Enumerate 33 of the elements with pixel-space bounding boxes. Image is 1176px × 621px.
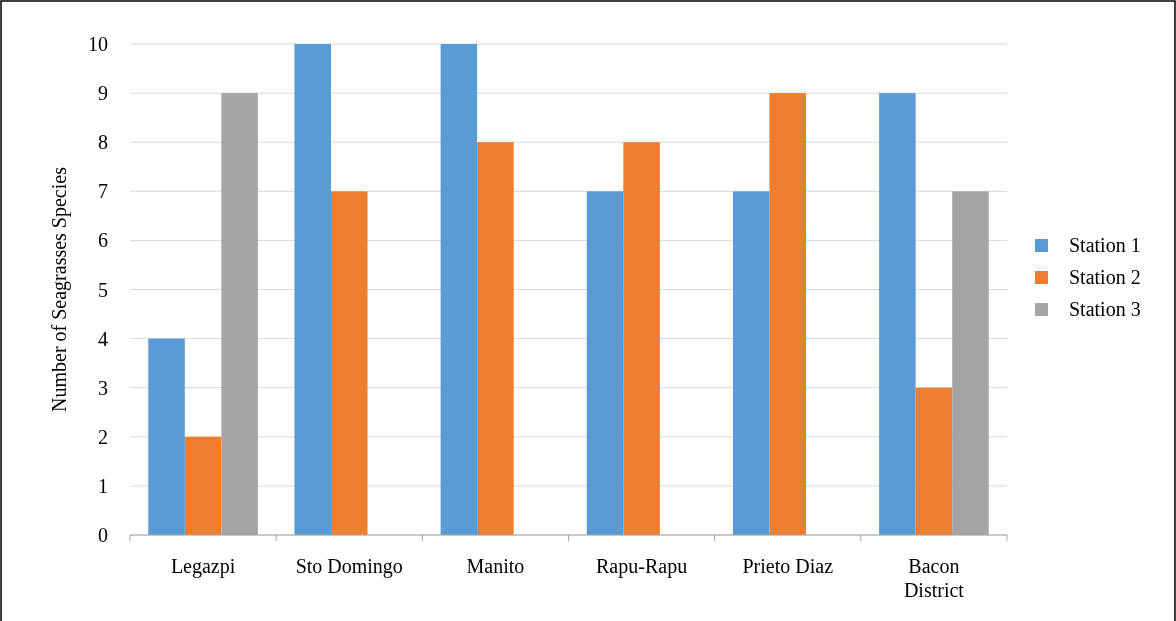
bar	[879, 93, 916, 535]
bar	[330, 191, 368, 535]
x-tick-label: Legazpi	[170, 555, 236, 578]
x-tick-label: Manito	[466, 555, 525, 577]
y-tick-label: 3	[98, 376, 108, 399]
legend-label: Station 2	[1069, 266, 1141, 288]
x-tick-label: Sto Domingo	[295, 555, 403, 578]
legend-label: Station 3	[1069, 298, 1141, 320]
bar	[294, 44, 331, 535]
x-tick-label: Bacon District	[903, 555, 965, 601]
y-tick-label: 4	[98, 327, 108, 350]
bar	[148, 338, 185, 535]
bar	[623, 142, 660, 535]
y-tick-label: 7	[98, 180, 108, 203]
y-tick-label: 6	[98, 229, 108, 252]
y-tick-label: 2	[98, 425, 108, 448]
bar	[477, 142, 514, 535]
bar	[440, 44, 478, 535]
bar	[915, 387, 953, 535]
y-tick-label: 5	[98, 278, 108, 301]
x-tick-label: Prieto Diaz	[742, 555, 834, 577]
bar	[586, 191, 624, 535]
bar	[732, 191, 770, 535]
y-tick-label: 8	[98, 131, 108, 154]
bar	[769, 93, 807, 535]
y-tick-label: 9	[98, 82, 108, 105]
x-tick-label: Rapu-Rapu	[596, 555, 688, 578]
legend-label: Station 1	[1069, 234, 1141, 256]
y-tick-label: 10	[88, 33, 108, 55]
y-axis-title: Number of Seagrasses Species	[48, 166, 71, 412]
y-tick-label: 0	[98, 524, 108, 546]
bar	[184, 436, 222, 535]
y-tick-label: 1	[98, 474, 108, 497]
